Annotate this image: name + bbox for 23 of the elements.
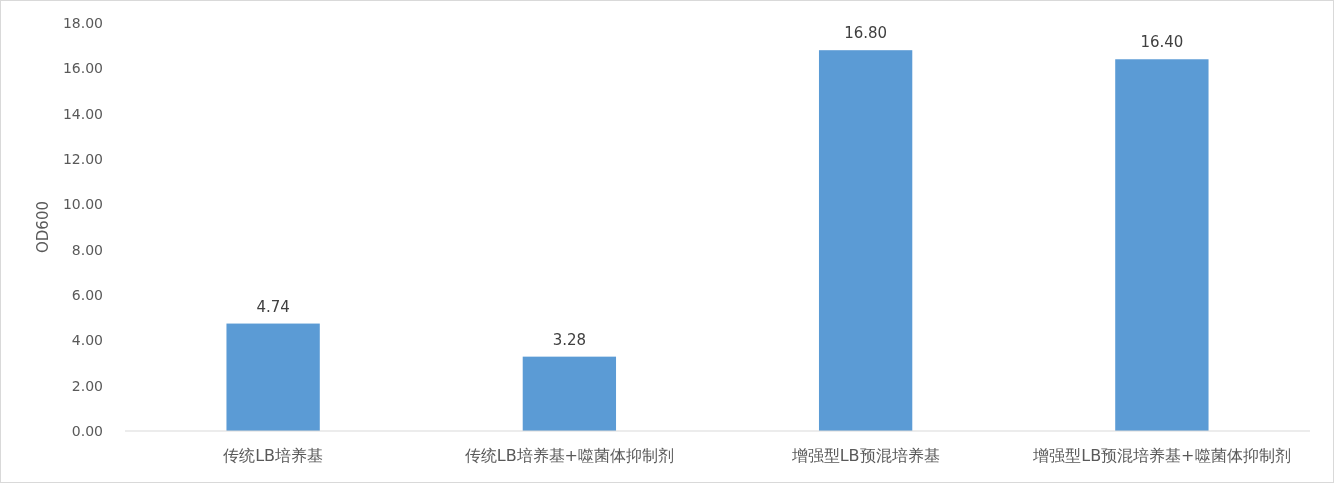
y-tick-label: 4.00 — [71, 332, 103, 349]
y-tick-label: 8.00 — [71, 241, 103, 258]
y-axis-title: OD600 — [34, 201, 52, 253]
bar — [226, 323, 320, 431]
data-label: 16.80 — [844, 24, 888, 43]
y-tick-label: 10.00 — [62, 196, 103, 213]
y-tick-label: 16.00 — [62, 60, 103, 77]
y-tick-label: 14.00 — [62, 105, 103, 122]
data-label: 4.74 — [256, 297, 290, 316]
data-label: 3.28 — [552, 330, 587, 349]
y-tick-label: 6.00 — [71, 287, 103, 303]
bar — [522, 356, 617, 431]
bar — [818, 50, 913, 431]
x-tick-label: 增强型LB预混培养基 — [790, 446, 940, 465]
y-tick-label: 0.00 — [71, 423, 103, 439]
y-tick-label: 12.00 — [62, 151, 103, 167]
bar — [1115, 59, 1209, 431]
y-tick-label: 18.00 — [62, 15, 103, 31]
data-label: 16.40 — [1140, 33, 1184, 52]
x-tick-label: 增强型LB预混培养基+噬菌体抑制剂 — [1032, 446, 1291, 465]
x-tick-label: 传统LB培养基 — [223, 446, 324, 465]
y-tick-label: 2.00 — [71, 377, 103, 394]
x-tick-label: 传统LB培养基+噬菌体抑制剂 — [464, 446, 675, 465]
